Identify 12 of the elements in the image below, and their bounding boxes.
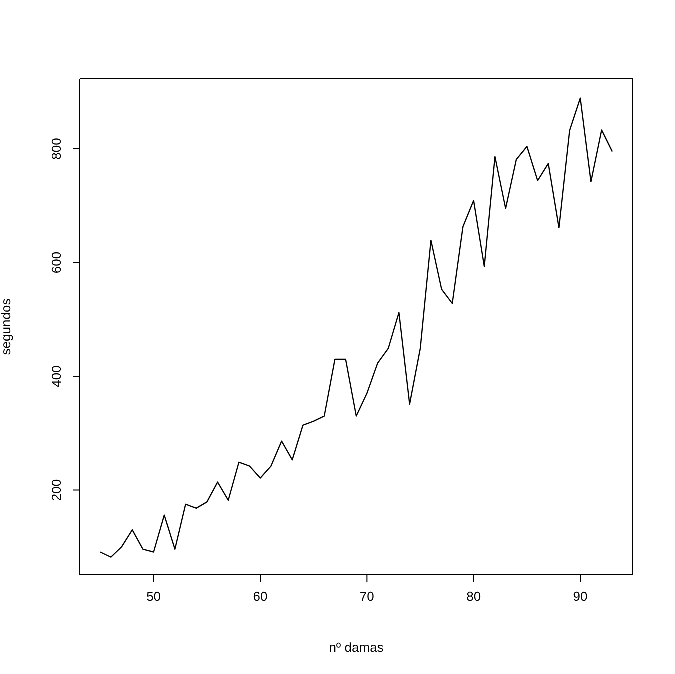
y-tick-label: 200 xyxy=(49,479,64,502)
x-tick-label: 70 xyxy=(360,589,374,604)
x-tick-label: 90 xyxy=(573,589,588,604)
x-axis-title: nº damas xyxy=(329,640,384,655)
y-tick-label: 800 xyxy=(49,138,64,160)
y-tick-label: 400 xyxy=(49,366,64,388)
line-series xyxy=(100,98,614,558)
x-tick-label: 60 xyxy=(253,589,268,604)
x-tick-label: 50 xyxy=(146,589,162,604)
x-tick-label: 80 xyxy=(466,589,482,604)
y-tick-label: 600 xyxy=(49,252,64,274)
y-axis-title: segundos xyxy=(0,298,14,356)
